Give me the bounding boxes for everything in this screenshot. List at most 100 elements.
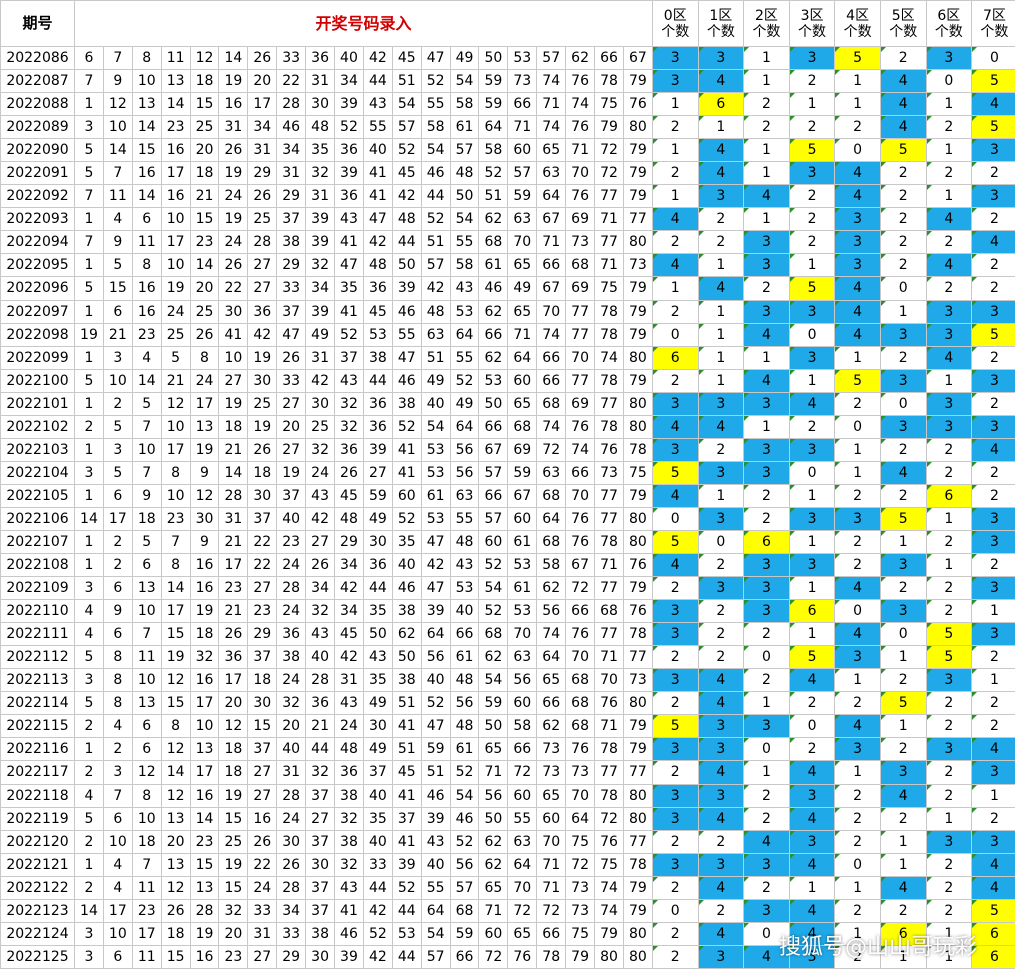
draw-number-cell[interactable]: 80 (623, 807, 652, 830)
draw-number-cell[interactable]: 36 (335, 438, 364, 461)
zone-3-count-cell[interactable]: 1 (789, 254, 835, 277)
draw-number-cell[interactable]: 68 (566, 715, 595, 738)
zone-1-count-cell[interactable]: 1 (698, 300, 744, 323)
draw-number-cell[interactable]: 62 (566, 47, 595, 70)
zone-1-count-cell[interactable]: 3 (698, 392, 744, 415)
zone-4-count-cell[interactable]: 1 (835, 93, 881, 116)
draw-number-cell[interactable]: 10 (103, 369, 132, 392)
zone-3-count-cell[interactable]: 2 (789, 208, 835, 231)
draw-number-cell[interactable]: 1 (75, 346, 104, 369)
draw-number-cell[interactable]: 24 (219, 231, 248, 254)
draw-number-cell[interactable]: 23 (219, 577, 248, 600)
draw-number-cell[interactable]: 39 (306, 208, 335, 231)
zone-5-count-cell[interactable]: 4 (880, 461, 926, 484)
draw-number-cell[interactable]: 79 (623, 70, 652, 93)
draw-number-cell[interactable]: 33 (277, 369, 306, 392)
draw-number-cell[interactable]: 64 (537, 646, 566, 669)
draw-number-cell[interactable]: 30 (248, 484, 277, 507)
draw-number-cell[interactable]: 12 (161, 876, 190, 899)
draw-number-cell[interactable]: 34 (335, 600, 364, 623)
issue-number-cell[interactable]: 2022107 (1, 530, 75, 553)
zone-7-count-cell[interactable]: 2 (972, 346, 1015, 369)
zone-6-count-cell[interactable]: 2 (926, 876, 972, 899)
draw-number-cell[interactable]: 33 (277, 47, 306, 70)
draw-number-cell[interactable]: 65 (537, 784, 566, 807)
draw-number-cell[interactable]: 65 (508, 254, 537, 277)
draw-number-cell[interactable]: 79 (623, 369, 652, 392)
draw-number-cell[interactable]: 58 (450, 254, 479, 277)
zone-6-count-cell[interactable]: 3 (926, 392, 972, 415)
draw-number-cell[interactable]: 34 (248, 116, 277, 139)
draw-number-cell[interactable]: 22 (248, 853, 277, 876)
draw-number-cell[interactable]: 17 (190, 392, 219, 415)
zone-5-count-cell[interactable]: 3 (880, 369, 926, 392)
zone-7-count-cell[interactable]: 3 (972, 623, 1015, 646)
draw-number-cell[interactable]: 23 (190, 231, 219, 254)
draw-number-cell[interactable]: 52 (450, 761, 479, 784)
draw-number-cell[interactable]: 40 (306, 646, 335, 669)
draw-number-cell[interactable]: 76 (623, 554, 652, 577)
draw-number-cell[interactable]: 11 (132, 876, 161, 899)
zone-2-count-cell[interactable]: 4 (744, 185, 790, 208)
draw-number-cell[interactable]: 65 (508, 392, 537, 415)
draw-number-cell[interactable]: 59 (479, 692, 508, 715)
draw-number-cell[interactable]: 34 (277, 899, 306, 922)
issue-number-cell[interactable]: 2022114 (1, 692, 75, 715)
zone-5-count-cell[interactable]: 2 (880, 669, 926, 692)
draw-number-cell[interactable]: 33 (248, 899, 277, 922)
draw-number-cell[interactable]: 14 (132, 185, 161, 208)
draw-number-cell[interactable]: 8 (161, 554, 190, 577)
draw-number-cell[interactable]: 53 (392, 922, 421, 945)
draw-number-cell[interactable]: 57 (392, 116, 421, 139)
zone-7-count-cell[interactable]: 5 (972, 116, 1015, 139)
zone-7-count-cell[interactable]: 2 (972, 254, 1015, 277)
zone-7-count-cell[interactable]: 1 (972, 784, 1015, 807)
draw-number-cell[interactable]: 66 (508, 738, 537, 761)
draw-number-cell[interactable]: 74 (595, 346, 624, 369)
draw-number-cell[interactable]: 78 (595, 323, 624, 346)
draw-number-cell[interactable]: 49 (421, 369, 450, 392)
draw-number-cell[interactable]: 41 (392, 438, 421, 461)
zone-5-count-cell[interactable]: 2 (880, 47, 926, 70)
draw-number-cell[interactable]: 46 (421, 162, 450, 185)
draw-number-cell[interactable]: 65 (508, 300, 537, 323)
draw-number-cell[interactable]: 42 (363, 231, 392, 254)
zone-5-count-cell[interactable]: 3 (880, 415, 926, 438)
draw-number-cell[interactable]: 20 (277, 715, 306, 738)
zone-6-count-cell[interactable]: 3 (926, 830, 972, 853)
draw-number-cell[interactable]: 80 (623, 346, 652, 369)
zone-2-count-cell[interactable]: 1 (744, 47, 790, 70)
draw-number-cell[interactable]: 76 (595, 692, 624, 715)
draw-number-cell[interactable]: 8 (103, 646, 132, 669)
zone-5-count-cell[interactable]: 3 (880, 323, 926, 346)
draw-number-cell[interactable]: 21 (219, 530, 248, 553)
zone-0-count-cell[interactable]: 1 (652, 185, 698, 208)
draw-number-cell[interactable]: 46 (277, 116, 306, 139)
zone-0-count-cell[interactable]: 3 (652, 47, 698, 70)
zone-3-count-cell[interactable]: 1 (789, 369, 835, 392)
draw-number-cell[interactable]: 76 (566, 738, 595, 761)
draw-number-cell[interactable]: 29 (277, 185, 306, 208)
zone-0-count-cell[interactable]: 2 (652, 922, 698, 945)
draw-number-cell[interactable]: 5 (75, 369, 104, 392)
draw-number-cell[interactable]: 64 (421, 623, 450, 646)
draw-number-cell[interactable]: 80 (623, 692, 652, 715)
draw-number-cell[interactable]: 71 (595, 715, 624, 738)
draw-number-cell[interactable]: 56 (537, 600, 566, 623)
draw-number-cell[interactable]: 10 (161, 254, 190, 277)
draw-number-cell[interactable]: 71 (508, 323, 537, 346)
draw-number-cell[interactable]: 37 (306, 830, 335, 853)
zone-2-count-cell[interactable]: 3 (744, 392, 790, 415)
draw-number-cell[interactable]: 17 (161, 231, 190, 254)
draw-number-cell[interactable]: 14 (132, 369, 161, 392)
zone-5-count-cell[interactable]: 2 (880, 346, 926, 369)
draw-number-cell[interactable]: 2 (103, 392, 132, 415)
draw-number-cell[interactable]: 7 (103, 162, 132, 185)
draw-number-cell[interactable]: 3 (75, 461, 104, 484)
zone-5-count-cell[interactable]: 2 (880, 738, 926, 761)
draw-number-cell[interactable]: 16 (190, 945, 219, 968)
draw-number-cell[interactable]: 60 (508, 507, 537, 530)
draw-number-cell[interactable]: 49 (508, 277, 537, 300)
draw-number-cell[interactable]: 40 (421, 669, 450, 692)
issue-number-cell[interactable]: 2022106 (1, 507, 75, 530)
